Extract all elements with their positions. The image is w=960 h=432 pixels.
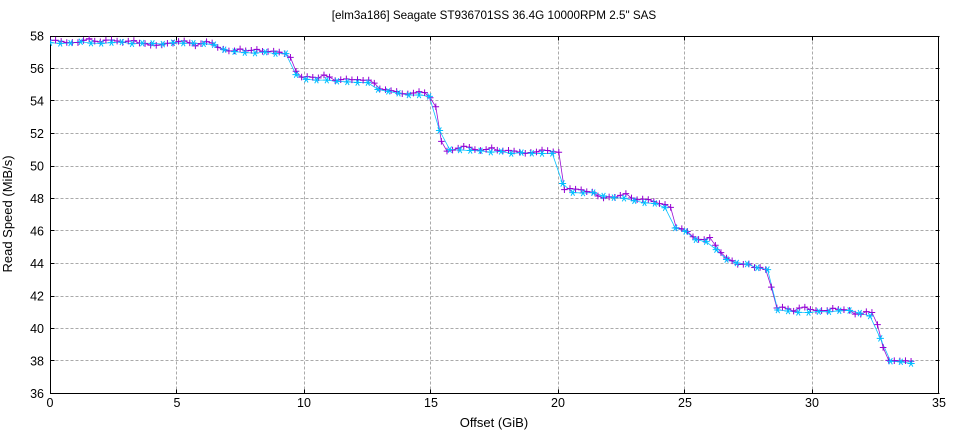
svg-text:35: 35 — [932, 396, 946, 410]
svg-text:5: 5 — [174, 396, 181, 410]
svg-text:54: 54 — [30, 94, 44, 108]
svg-text:58: 58 — [30, 29, 44, 43]
svg-text:20: 20 — [551, 396, 565, 410]
svg-text:40: 40 — [30, 322, 44, 336]
svg-text:15: 15 — [424, 396, 438, 410]
svg-text:56: 56 — [30, 62, 44, 76]
svg-text:0: 0 — [47, 396, 54, 410]
svg-text:42: 42 — [30, 289, 44, 303]
svg-text:38: 38 — [30, 354, 44, 368]
svg-text:10: 10 — [297, 396, 311, 410]
svg-text:52: 52 — [30, 127, 44, 141]
svg-text:Read Speed (MiB/s): Read Speed (MiB/s) — [0, 155, 15, 272]
svg-text:Offset (GiB): Offset (GiB) — [460, 415, 528, 430]
svg-text:46: 46 — [30, 224, 44, 238]
svg-text:50: 50 — [30, 159, 44, 173]
svg-text:36: 36 — [30, 387, 44, 401]
svg-text:[elm3a186] Seagate ST936701SS: [elm3a186] Seagate ST936701SS 36.4G 1000… — [332, 9, 657, 22]
svg-text:30: 30 — [805, 396, 819, 410]
svg-text:48: 48 — [30, 192, 44, 206]
svg-text:44: 44 — [30, 257, 44, 271]
svg-text:25: 25 — [678, 396, 692, 410]
